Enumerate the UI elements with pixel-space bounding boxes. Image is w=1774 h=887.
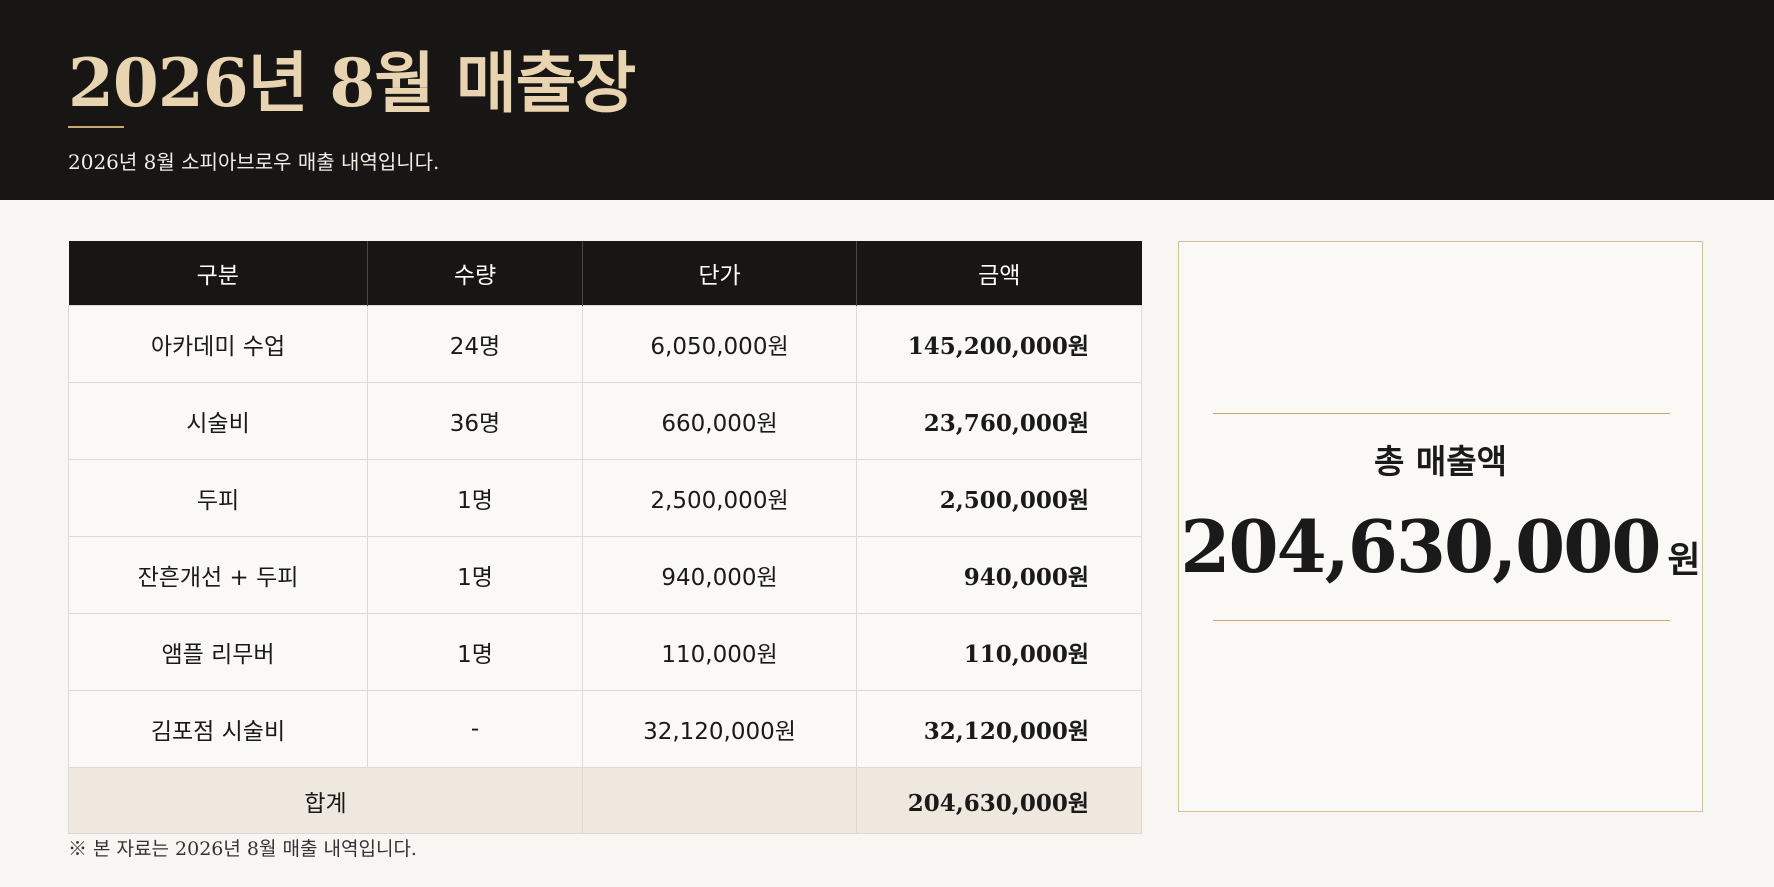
subtitle: 2026년 8월 소피아브로우 매출 내역입니다.: [68, 150, 440, 174]
header-row: 구분 수량 단가 금액: [68, 241, 1142, 306]
table-cell: 660,000원: [582, 382, 857, 460]
table-row: 김포점 시술비 -32,120,000원 32,120,000원: [68, 690, 1142, 768]
table-cell: 김포점 시술비: [68, 690, 368, 768]
table-cell: 32,120,000원: [582, 690, 857, 768]
table-cell: 1명: [367, 459, 583, 537]
table-cell: 두피: [68, 459, 368, 537]
summary-label: 총 매출액: [1374, 442, 1507, 481]
total-amount: 204,630,000원: [856, 767, 1142, 834]
column-header: 구분: [68, 241, 368, 306]
title: 2026년 8월 매출장: [68, 44, 636, 122]
table-cell: -: [367, 690, 583, 768]
footnote: ※ 본 자료는 2026년 8월 매출 내역입니다.: [68, 838, 417, 860]
total-empty: [582, 767, 857, 834]
table-row: 시술비 36명 660,000원 23,760,000원: [68, 382, 1142, 460]
table-cell: 아카데미 수업: [68, 305, 368, 383]
table-cell: 110,000원: [856, 613, 1142, 691]
summary-value: 204,630,000 원: [1179, 504, 1702, 589]
table-cell: 시술비: [68, 382, 368, 460]
table-cell: 940,000원: [856, 536, 1142, 614]
table-row: 아카데미 수업 24명 6,050,000원 145,200,000원: [68, 305, 1142, 383]
summary-card: 총 매출액 204,630,000 원: [1178, 241, 1703, 812]
table-cell: 2,500,000원: [582, 459, 857, 537]
table-cell: 23,760,000원: [856, 382, 1142, 460]
table-row: 앰플 리무버 1명 110,000원 110,000원: [68, 613, 1142, 691]
table-row: 두피 1명 2,500,000원 2,500,000원: [68, 459, 1142, 537]
column-header: 수량: [367, 241, 583, 306]
table-cell: 110,000원: [582, 613, 857, 691]
table-cell: 2,500,000원: [856, 459, 1142, 537]
card-rule: [1213, 413, 1670, 414]
sales-table: 구분 수량 단가 금액 아카데미 수업 24명 6,050,000원 145,200,000…: [68, 241, 1142, 834]
total-label: 합계: [68, 767, 583, 834]
table-cell: 940,000원: [582, 536, 857, 614]
total-row: 합계 204,630,000원: [68, 767, 1142, 834]
table-cell: 앰플 리무버: [68, 613, 368, 691]
table-cell: 32,120,000원: [856, 690, 1142, 768]
table-cell: 1명: [367, 536, 583, 614]
title-rule: [68, 126, 124, 128]
summary-amount: 204,630,000: [1180, 504, 1661, 589]
table-cell: 24명: [367, 305, 583, 383]
table-row: 잔흔개선 + 두피 1명 940,000원 940,000원: [68, 536, 1142, 614]
table-cell: 145,200,000원: [856, 305, 1142, 383]
column-header: 단가: [582, 241, 857, 306]
table-cell: 6,050,000원: [582, 305, 857, 383]
table-cell: 1명: [367, 613, 583, 691]
column-header: 금액: [856, 241, 1142, 306]
table-cell: 36명: [367, 382, 583, 460]
header: 2026년 8월 매출장 2026년 8월 소피아브로우 매출 내역입니다.: [0, 0, 1774, 200]
card-rule: [1213, 620, 1670, 621]
table-body: 아카데미 수업 24명 6,050,000원 145,200,000원 시술비 36명 66…: [68, 305, 1142, 834]
summary-unit: 원: [1667, 539, 1701, 581]
table-cell: 잔흔개선 + 두피: [68, 536, 368, 614]
